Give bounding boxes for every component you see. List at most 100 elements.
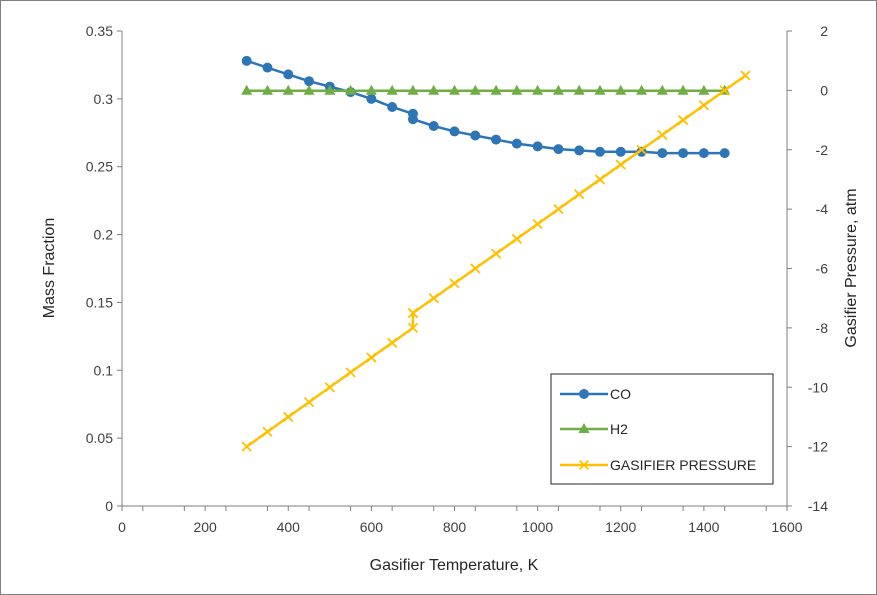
y2-tick-label: -8 <box>816 320 829 336</box>
data-point <box>365 84 377 95</box>
data-point <box>657 148 668 159</box>
data-point <box>407 84 419 95</box>
data-point <box>407 322 419 334</box>
data-point <box>719 85 730 96</box>
y2-tick-label: 0 <box>820 82 828 98</box>
y2-tick-label: -4 <box>816 201 829 217</box>
data-point <box>303 84 315 95</box>
data-point <box>262 62 273 73</box>
ticks-group: 0 200 400 600 800 1000 1200 1400 1600 0 0.05 0.1 0.1… <box>86 23 828 535</box>
data-point <box>574 189 585 200</box>
data-point <box>366 352 377 363</box>
data-point <box>615 146 626 157</box>
legend-label: H2 <box>610 421 628 437</box>
data-point <box>677 114 689 126</box>
x-tick-label: 0 <box>118 519 126 535</box>
data-point <box>407 114 418 125</box>
data-point <box>698 148 709 159</box>
x-axis-title: Gasifier Temperature, K <box>370 557 539 574</box>
data-point <box>470 130 481 141</box>
y-tick-label: 0 <box>105 498 113 514</box>
data-point <box>656 84 668 95</box>
data-point <box>678 148 689 159</box>
data-point <box>366 93 377 104</box>
legend-label: GASIFIER PRESSURE <box>610 457 756 473</box>
x-tick-label: 600 <box>360 519 384 535</box>
data-point <box>677 84 689 95</box>
series-line <box>246 59 725 155</box>
data-point <box>594 146 605 157</box>
data-point <box>657 129 668 141</box>
data-point <box>407 307 419 319</box>
data-point <box>470 263 481 274</box>
data-point <box>386 84 398 95</box>
data-point <box>428 121 439 131</box>
y-axis-title: Mass Fraction <box>41 218 58 318</box>
data-point <box>615 159 626 170</box>
y2-axis-title: Gasifier Pressure, atm <box>843 188 860 347</box>
x-tick-label: 200 <box>193 519 217 535</box>
y-tick-label: 0.25 <box>86 159 113 175</box>
legend-item: CO <box>560 386 631 402</box>
series-co <box>241 55 730 159</box>
y-tick-label: 0.1 <box>94 362 114 378</box>
y-tick-label: 0.15 <box>86 294 113 310</box>
y2-tick-label: -2 <box>816 142 829 158</box>
data-point <box>262 426 273 437</box>
y-tick-label: 0.3 <box>94 91 114 107</box>
data-point <box>428 293 439 304</box>
data-point <box>553 144 564 155</box>
data-point <box>387 337 398 348</box>
data-point <box>324 84 336 95</box>
data-point <box>283 411 294 423</box>
data-point <box>574 145 585 156</box>
data-point <box>594 174 606 185</box>
y-tick-label: 0.35 <box>86 23 113 39</box>
data-point <box>636 84 648 95</box>
data-point <box>511 138 522 149</box>
data-point <box>241 84 253 95</box>
x-tick-label: 1200 <box>605 519 636 535</box>
data-point <box>282 84 294 95</box>
x-tick-label: 400 <box>277 519 301 535</box>
data-point <box>511 84 523 95</box>
data-point <box>261 84 273 95</box>
data-point <box>449 84 460 95</box>
data-point <box>490 84 502 95</box>
x-tick-label: 1000 <box>522 519 553 535</box>
data-point <box>283 69 294 80</box>
data-point <box>553 203 564 215</box>
x-tick-label: 1600 <box>771 519 802 535</box>
data-point <box>304 76 315 87</box>
y2-tick-label: -6 <box>816 261 829 277</box>
data-point <box>615 84 627 95</box>
data-point <box>552 84 564 95</box>
data-point <box>636 144 647 155</box>
y2-tick-label: -12 <box>808 439 828 455</box>
data-point <box>594 84 606 95</box>
legend: CO H2 GASIFIER PRESSURE <box>550 373 774 485</box>
data-point <box>491 134 502 145</box>
data-point <box>532 141 543 152</box>
series-h2 <box>241 84 731 95</box>
data-point <box>469 84 481 95</box>
data-point <box>428 84 440 95</box>
data-point <box>324 382 335 393</box>
x-tick-label: 800 <box>443 519 467 535</box>
legend-item: GASIFIER PRESSURE <box>560 457 756 473</box>
series-gasifier-pressure <box>241 70 751 452</box>
data-point <box>532 218 543 230</box>
legend-marker <box>578 459 590 471</box>
data-point <box>241 441 252 452</box>
y2-tick-label: -14 <box>808 498 828 514</box>
y-tick-label: 0.05 <box>86 430 113 446</box>
series-group <box>241 55 751 452</box>
x-tick-label: 1400 <box>688 519 719 535</box>
data-point <box>241 55 252 66</box>
data-point <box>698 84 710 95</box>
y2-tick-label: 2 <box>820 23 828 39</box>
data-point <box>511 233 522 244</box>
y-tick-label: 0.2 <box>94 227 114 243</box>
